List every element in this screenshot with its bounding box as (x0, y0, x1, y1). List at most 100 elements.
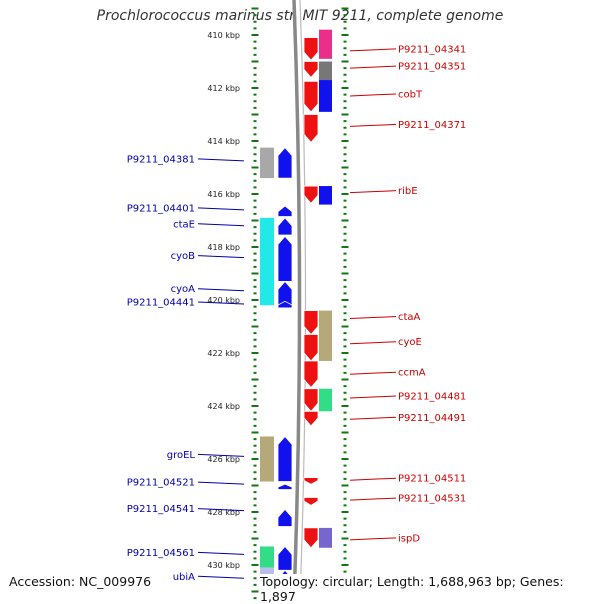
reverse-feature-bar (260, 147, 274, 179)
reverse-gene-label: cyoB (171, 251, 196, 262)
forward-gene-arrow (303, 497, 319, 506)
reverse-gene-label: P9211_04441 (127, 297, 195, 308)
reverse-gene-arrow (277, 483, 293, 490)
reverse-label-leader (197, 575, 245, 579)
reverse-gene-arrow (277, 435, 293, 482)
scale-tick-label: 412 kbp (207, 84, 240, 93)
forward-gene-arrow (303, 388, 319, 412)
forward-gene-arrow (303, 61, 319, 79)
forward-label-leader (349, 477, 397, 481)
scale-tick-label: 418 kbp (207, 243, 240, 252)
reverse-label-leader (197, 453, 245, 457)
scale-tick-label: 424 kbp (207, 402, 240, 411)
accession-text: Accession: NC_009976 (9, 574, 152, 589)
backbone-line (292, 0, 302, 600)
reverse-gene-arrow (277, 147, 293, 179)
scale-tick-label: 422 kbp (207, 349, 240, 358)
reverse-gene-label: P9211_04541 (127, 504, 195, 515)
forward-label-leader (349, 537, 397, 541)
reverse-gene-arrow (277, 300, 293, 309)
reverse-label-leader (197, 288, 245, 292)
forward-gene-label: ispD (398, 533, 420, 544)
forward-gene-label: ccmA (398, 368, 426, 379)
reverse-gene-label: cyoA (171, 284, 196, 295)
scale-tick-label: 414 kbp (207, 137, 240, 146)
forward-gene-arrow (303, 477, 319, 485)
forward-feature-bar (319, 388, 332, 412)
forward-label-leader (349, 65, 397, 69)
scale-tick-label: 428 kbp (207, 508, 240, 517)
reverse-label-leader (197, 255, 245, 259)
forward-label-leader (349, 48, 397, 52)
reverse-gene-arrow (277, 205, 293, 217)
scale-tick-label: 410 kbp (207, 31, 240, 40)
left-tick-track: 410 kbp 412 kbp 414 kbp 416 kbp 418 kbp 420 k… (207, 7, 259, 600)
forward-gene-arrow (303, 360, 319, 389)
forward-gene-label: P9211_04351 (398, 62, 466, 73)
forward-gene-label: P9211_04341 (398, 44, 466, 55)
forward-gene-arrow (303, 114, 319, 143)
forward-gene-arrow (303, 310, 319, 336)
forward-feature-bar (319, 527, 332, 548)
reverse-gene-arrow (277, 508, 293, 527)
forward-gene-arrow (303, 185, 319, 204)
reverse-label-leader (197, 207, 245, 211)
forward-label-leader (349, 341, 397, 345)
forward-label-leader (349, 416, 397, 420)
forward-feature-bar (319, 61, 332, 81)
reverse-gene-label: P9211_04521 (127, 478, 195, 489)
reverse-feature-bar (260, 217, 274, 306)
backbone-shadow-line (299, 0, 307, 600)
forward-label-leader (349, 371, 397, 375)
reverse-label-leader (197, 551, 245, 555)
forward-gene-label: P9211_04481 (398, 392, 466, 403)
forward-gene-arrow (303, 37, 319, 61)
scale-tick-label: 426 kbp (207, 455, 240, 464)
reverse-gene-label: groEL (167, 450, 196, 461)
forward-gene-label: P9211_04491 (398, 413, 466, 424)
reverse-label-leader (197, 223, 245, 227)
forward-gene-arrow (303, 527, 319, 549)
reverse-gene-label: ctaE (173, 219, 195, 230)
reverse-label-leader (197, 481, 245, 485)
scale-tick-label: 430 kbp (207, 561, 240, 570)
forward-gene-arrow (303, 80, 319, 113)
reverse-gene-label: ubiA (173, 572, 195, 583)
reverse-feature-bar (260, 436, 274, 482)
reverse-gene-label: P9211_04561 (127, 548, 195, 559)
forward-gene-label: ctaA (398, 312, 421, 323)
reverse-gene-label: P9211_04401 (127, 203, 195, 214)
forward-gene-arrow (303, 410, 319, 427)
reverse-label-leader (197, 508, 245, 512)
gene-track (277, 37, 319, 592)
reverse-gene-arrow (277, 545, 293, 571)
reverse-gene-label: P9211_04381 (127, 154, 195, 165)
reverse-label-leader (197, 301, 245, 305)
forward-gene-label: P9211_04371 (398, 120, 466, 131)
forward-label-leader (349, 395, 397, 399)
scale-tick-label: 420 kbp (207, 296, 240, 305)
forward-gene-arrow (303, 334, 319, 362)
forward-gene-label: P9211_04511 (398, 474, 466, 485)
forward-label-leader (349, 316, 397, 320)
forward-feature-bar (319, 310, 332, 361)
reverse-label-leader (197, 158, 245, 162)
forward-gene-label: ribE (398, 186, 418, 197)
reverse-gene-arrow (277, 217, 293, 236)
reverse-feature-bar (260, 546, 274, 568)
genome-backbone (292, 0, 307, 600)
right-tick-track (341, 7, 349, 600)
forward-gene-label: P9211_04531 (398, 494, 466, 505)
forward-feature-bar (319, 80, 332, 112)
forward-gene-label: cobT (398, 89, 423, 100)
scale-tick-label: 416 kbp (207, 190, 240, 199)
forward-label-leader (349, 497, 397, 501)
forward-label-leader (349, 123, 397, 127)
reverse-gene-arrow (277, 235, 293, 282)
forward-feature-bar (319, 29, 332, 59)
gene-labels: P9211_04341 P9211_04351 cobT P9211_04371rib… (127, 44, 467, 582)
forward-gene-label: cyoE (398, 337, 422, 348)
forward-label-leader (349, 190, 397, 194)
forward-feature-bar (319, 186, 332, 205)
